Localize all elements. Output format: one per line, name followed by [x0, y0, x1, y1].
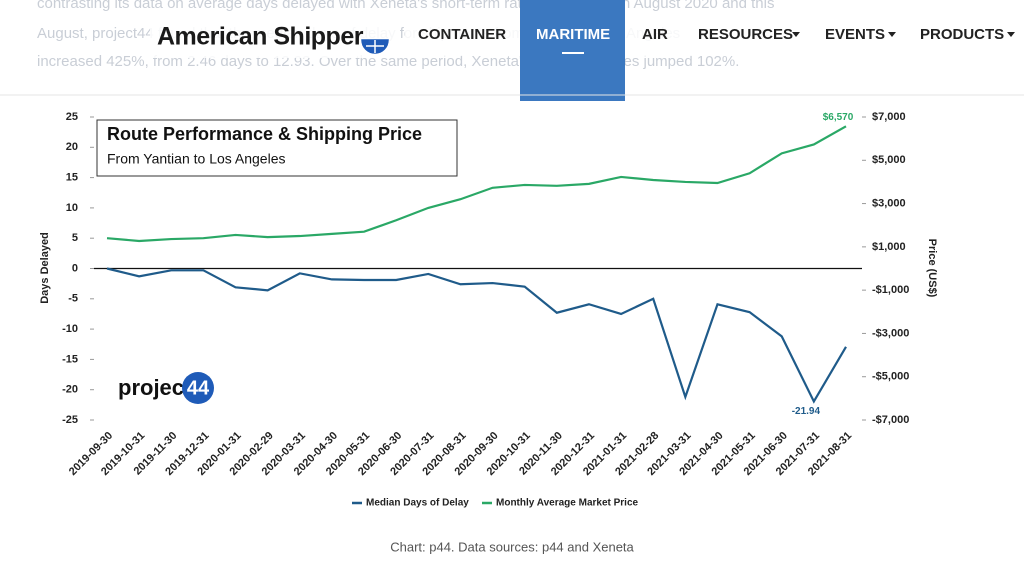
- nav-item[interactable]: RESOURCES: [698, 26, 793, 43]
- series-line: [106, 267, 847, 404]
- y-tick-label: 0: [72, 262, 78, 274]
- y2-tick-label: -$1,000: [872, 284, 909, 296]
- dropdown-icon: [888, 32, 896, 37]
- y-tick-label: -10: [62, 323, 78, 335]
- legend-label: Monthly Average Market Price: [496, 498, 639, 509]
- watermark: 44: [187, 377, 210, 399]
- y-tick-label: 5: [72, 232, 78, 244]
- watermark: project: [118, 375, 192, 400]
- y-tick-label: 20: [66, 141, 78, 153]
- y2-tick-label: -$7,000: [872, 414, 909, 426]
- caption: Chart: p44. Data sources: p44 and Xeneta: [390, 539, 634, 554]
- data-label: $6,570: [823, 112, 854, 123]
- nav-bg: [405, 16, 1024, 56]
- y-tick-label: 25: [66, 111, 78, 123]
- y2-tick-label: $5,000: [872, 154, 906, 166]
- y-tick-label: -15: [62, 353, 78, 365]
- nav-item[interactable]: CONTAINER: [418, 26, 506, 43]
- logo[interactable]: American Shipper: [157, 23, 364, 51]
- article-text: contrasting its data on average days del…: [37, 0, 774, 12]
- y-tick-label: -5: [68, 293, 78, 305]
- watermark-badge: [182, 372, 214, 404]
- y-tick-label: 10: [66, 202, 78, 214]
- y-tick-label: -25: [62, 414, 78, 426]
- legend-label: Median Days of Delay: [366, 498, 469, 509]
- nav-item[interactable]: AIR: [642, 26, 668, 43]
- dropdown-icon: [1007, 32, 1015, 37]
- y2-tick-label: $7,000: [872, 111, 906, 123]
- y2-tick-label: -$5,000: [872, 371, 909, 383]
- y-tick-label: -20: [62, 384, 78, 396]
- nav-item[interactable]: EVENTS: [825, 26, 885, 43]
- title-box: [96, 119, 458, 177]
- y2-axis-title: Price (US$): [926, 239, 938, 298]
- y2-tick-label: $1,000: [872, 241, 906, 253]
- logo-bg: [150, 18, 400, 58]
- y2-tick-label: -$3,000: [872, 327, 909, 339]
- dropdown-icon: [792, 32, 800, 37]
- y2-tick-label: $3,000: [872, 197, 906, 209]
- data-label: -21.94: [792, 406, 821, 417]
- y-tick-label: 15: [66, 172, 78, 184]
- y-axis-title: Days Delayed: [39, 232, 51, 304]
- nav-item[interactable]: MARITIME: [536, 26, 610, 43]
- chart-title: Route Performance & Shipping Price: [107, 124, 422, 144]
- logo-globe: [361, 39, 389, 54]
- nav-underline: [562, 52, 584, 54]
- chart-subtitle: From Yantian to Los Angeles: [107, 151, 285, 167]
- nav-active[interactable]: [520, 0, 625, 101]
- nav-item[interactable]: PRODUCTS: [920, 26, 1004, 43]
- series-line: [106, 125, 847, 243]
